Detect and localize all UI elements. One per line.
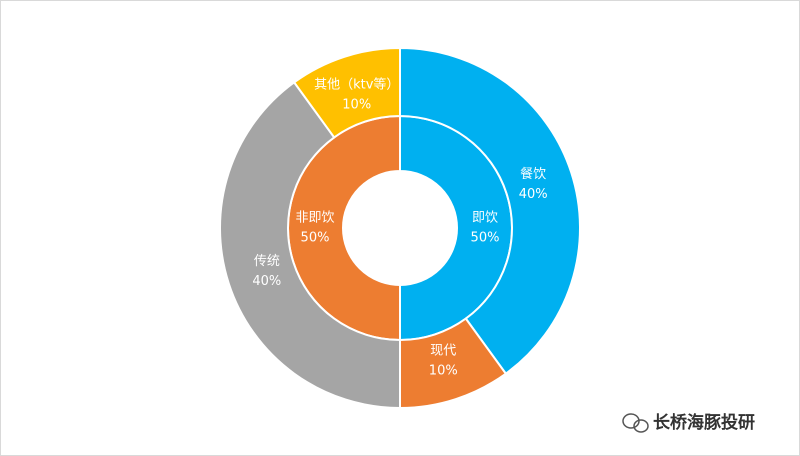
slice-label: 传统 — [254, 254, 280, 269]
watermark-icon — [622, 413, 649, 433]
slice-value-label: 40% — [519, 187, 548, 202]
slice-label: 其他（ktv等） — [314, 76, 399, 92]
slice-label: 非即饮 — [295, 211, 334, 226]
slice-label: 现代 — [430, 344, 456, 359]
donut-slice — [399, 46, 581, 376]
slice-value-label: 10% — [429, 364, 458, 379]
donut-slice — [219, 80, 401, 410]
slice-value-label: 50% — [471, 231, 500, 246]
slice-label: 即饮 — [472, 211, 498, 226]
donut-slice — [292, 46, 401, 139]
slice-value-label: 50% — [301, 231, 330, 246]
slice-value-label: 10% — [342, 97, 371, 112]
watermark: 长桥海豚投研 — [653, 412, 755, 433]
slice-label: 餐饮 — [520, 166, 546, 182]
slice-value-label: 40% — [252, 274, 281, 289]
